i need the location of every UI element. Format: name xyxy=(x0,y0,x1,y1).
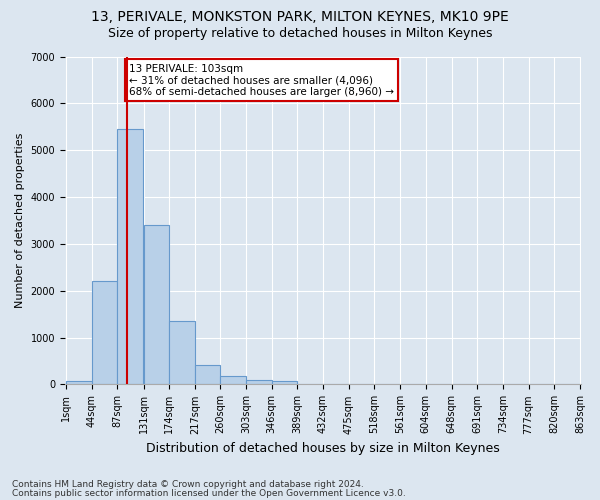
Text: 13 PERIVALE: 103sqm
← 31% of detached houses are smaller (4,096)
68% of semi-det: 13 PERIVALE: 103sqm ← 31% of detached ho… xyxy=(129,64,394,96)
Bar xyxy=(66,381,92,384)
Bar xyxy=(272,381,298,384)
Bar xyxy=(220,376,246,384)
Bar xyxy=(92,282,118,385)
X-axis label: Distribution of detached houses by size in Milton Keynes: Distribution of detached houses by size … xyxy=(146,442,500,455)
Bar xyxy=(169,321,195,384)
Bar xyxy=(246,380,272,384)
Text: Size of property relative to detached houses in Milton Keynes: Size of property relative to detached ho… xyxy=(108,28,492,40)
Bar xyxy=(195,365,220,384)
Bar xyxy=(118,129,143,384)
Text: Contains HM Land Registry data © Crown copyright and database right 2024.: Contains HM Land Registry data © Crown c… xyxy=(12,480,364,489)
Y-axis label: Number of detached properties: Number of detached properties xyxy=(15,133,25,308)
Bar xyxy=(143,225,169,384)
Text: 13, PERIVALE, MONKSTON PARK, MILTON KEYNES, MK10 9PE: 13, PERIVALE, MONKSTON PARK, MILTON KEYN… xyxy=(91,10,509,24)
Text: Contains public sector information licensed under the Open Government Licence v3: Contains public sector information licen… xyxy=(12,488,406,498)
